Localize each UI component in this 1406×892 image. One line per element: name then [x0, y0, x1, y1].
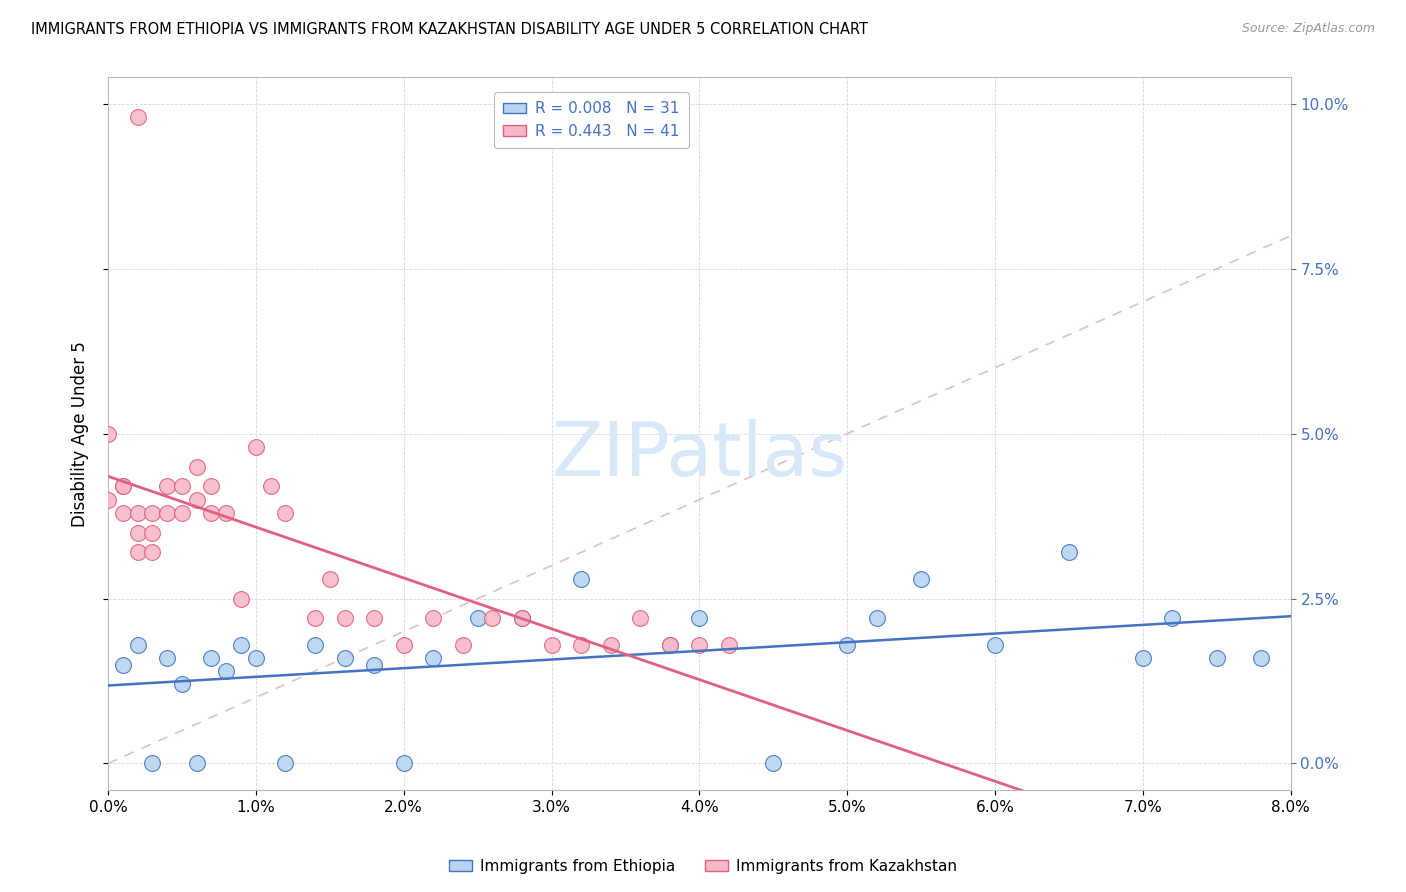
Point: [569, 638, 592, 652]
Point: [319, 572, 342, 586]
Point: [481, 611, 503, 625]
Point: [1057, 545, 1080, 559]
Text: IMMIGRANTS FROM ETHIOPIA VS IMMIGRANTS FROM KAZAKHSTAN DISABILITY AGE UNDER 5 CO: IMMIGRANTS FROM ETHIOPIA VS IMMIGRANTS F…: [31, 22, 868, 37]
Point: [1132, 651, 1154, 665]
Point: [215, 506, 238, 520]
Point: [170, 677, 193, 691]
Point: [333, 611, 356, 625]
Point: [170, 479, 193, 493]
Point: [628, 611, 651, 625]
Point: [540, 638, 562, 652]
Point: [245, 651, 267, 665]
Point: [111, 657, 134, 672]
Point: [141, 525, 163, 540]
Point: [1250, 651, 1272, 665]
Point: [837, 638, 859, 652]
Point: [111, 479, 134, 493]
Point: [866, 611, 889, 625]
Legend: R = 0.008   N = 31, R = 0.443   N = 41: R = 0.008 N = 31, R = 0.443 N = 41: [494, 92, 689, 148]
Point: [97, 492, 120, 507]
Point: [717, 638, 740, 652]
Point: [111, 506, 134, 520]
Point: [200, 651, 222, 665]
Point: [127, 506, 149, 520]
Y-axis label: Disability Age Under 5: Disability Age Under 5: [72, 341, 89, 526]
Point: [274, 506, 297, 520]
Point: [762, 756, 785, 771]
Point: [141, 506, 163, 520]
Point: [111, 479, 134, 493]
Text: ZIPatlas: ZIPatlas: [551, 418, 848, 491]
Point: [422, 611, 444, 625]
Point: [186, 459, 208, 474]
Point: [229, 638, 252, 652]
Point: [215, 664, 238, 678]
Point: [510, 611, 533, 625]
Point: [156, 651, 179, 665]
Point: [688, 638, 710, 652]
Point: [1161, 611, 1184, 625]
Point: [141, 756, 163, 771]
Point: [127, 638, 149, 652]
Point: [97, 426, 120, 441]
Point: [304, 638, 326, 652]
Point: [127, 525, 149, 540]
Point: [599, 638, 621, 652]
Point: [392, 756, 415, 771]
Point: [304, 611, 326, 625]
Point: [392, 638, 415, 652]
Point: [186, 492, 208, 507]
Point: [451, 638, 474, 652]
Point: [984, 638, 1007, 652]
Point: [259, 479, 281, 493]
Point: [186, 756, 208, 771]
Point: [333, 651, 356, 665]
Point: [510, 611, 533, 625]
Text: Source: ZipAtlas.com: Source: ZipAtlas.com: [1241, 22, 1375, 36]
Point: [569, 572, 592, 586]
Point: [467, 611, 489, 625]
Point: [200, 479, 222, 493]
Point: [156, 506, 179, 520]
Point: [245, 440, 267, 454]
Point: [363, 611, 385, 625]
Point: [274, 756, 297, 771]
Point: [363, 657, 385, 672]
Point: [1205, 651, 1227, 665]
Point: [422, 651, 444, 665]
Point: [141, 545, 163, 559]
Point: [127, 110, 149, 124]
Point: [658, 638, 681, 652]
Point: [200, 506, 222, 520]
Point: [127, 545, 149, 559]
Point: [688, 611, 710, 625]
Point: [658, 638, 681, 652]
Point: [156, 479, 179, 493]
Point: [170, 506, 193, 520]
Legend: Immigrants from Ethiopia, Immigrants from Kazakhstan: Immigrants from Ethiopia, Immigrants fro…: [443, 853, 963, 880]
Point: [229, 591, 252, 606]
Point: [910, 572, 932, 586]
